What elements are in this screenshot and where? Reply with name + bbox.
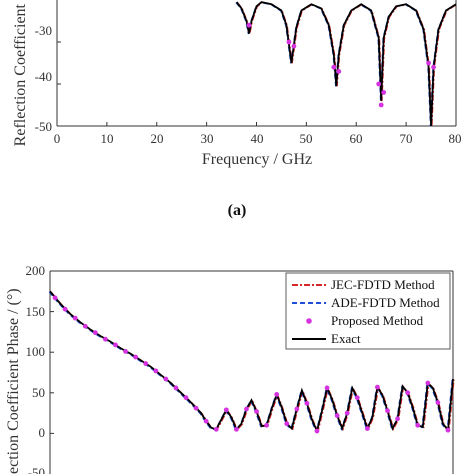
bottom-proposed-point: [153, 368, 159, 374]
top-proposed-point: [378, 102, 384, 108]
top-chart: 0 10 20 30 40 50 60 70 80 -30 -40 -50 Fr…: [12, 0, 462, 168]
bottom-proposed-point: [193, 405, 199, 411]
bottom-proposed-point: [334, 413, 340, 418]
bottom-series: [48, 290, 455, 434]
bottom-proposed-point: [62, 306, 68, 312]
top-x-axis-label: Frequency / GHz: [202, 151, 312, 168]
bottom-y-tick-label: -50: [28, 465, 45, 474]
top-x-tick-label: 30: [201, 131, 214, 146]
top-proposed-point: [286, 39, 292, 45]
bottom-proposed-point: [72, 315, 78, 321]
bottom-proposed-point: [405, 390, 411, 396]
top-proposed-point: [336, 69, 342, 74]
top-x-tick-label: 50: [300, 131, 313, 146]
top-ticks: [56, 41, 457, 127]
bottom-proposed-point: [254, 409, 259, 414]
top-proposed-point: [431, 64, 436, 70]
top-x-tick-label: 60: [350, 131, 363, 146]
top-x-tick-label: 40: [251, 131, 264, 146]
legend-label: Exact: [331, 331, 361, 346]
bottom-proposed-point: [324, 385, 330, 391]
bottom-proposed-point: [113, 342, 118, 348]
top-x-tick-label: 80: [449, 131, 462, 146]
top-proposed-point: [246, 22, 252, 28]
bottom-proposed-point: [133, 354, 139, 360]
bottom-y-tick-label: 50: [32, 385, 45, 400]
bottom-y-tick-label: 200: [26, 263, 46, 278]
bottom-proposed-point: [233, 426, 239, 432]
bottom-proposed-point: [92, 330, 98, 336]
bottom-proposed-point: [375, 384, 380, 390]
top-proposed-point: [376, 81, 382, 87]
bottom-y-tick-label: 0: [39, 425, 46, 440]
top-x-tick-label: 0: [54, 131, 61, 146]
bottom-proposed-point: [294, 406, 300, 412]
bottom-proposed-point: [244, 406, 249, 412]
top-series: [235, 1, 458, 127]
top-y-tick-label: -30: [35, 23, 52, 38]
bottom-y-tick-label: 150: [26, 304, 46, 319]
bottom-proposed-point: [52, 295, 58, 301]
top-x-tick-label: 10: [101, 131, 114, 146]
top-x-tick-label: 70: [400, 131, 413, 146]
top-proposed-point: [381, 90, 387, 95]
bottom-proposed-point: [364, 426, 370, 431]
bottom-proposed-point: [354, 395, 360, 401]
bottom-proposed-point: [173, 385, 179, 391]
bottom-proposed-point: [304, 400, 310, 406]
bottom-proposed-point: [274, 392, 280, 397]
bottom-plot-area: [49, 270, 454, 474]
bottom-proposed-point: [344, 410, 350, 416]
bottom-proposed-point: [264, 422, 270, 428]
top-plot-area: [56, 0, 457, 127]
top-y-axis-label: Reflection Coefficient: [12, 3, 29, 146]
legend-label: Proposed Method: [331, 313, 424, 328]
bottom-y-axis-label: ection Coefficient Phase / (°): [5, 288, 22, 474]
bottom-proposed-point: [143, 361, 149, 366]
bottom-proposed-point: [223, 407, 229, 413]
bottom-series-exact: [49, 290, 454, 434]
bottom-proposed-point: [435, 400, 441, 405]
bottom-chart: 200 150 100 50 0 -50 ection Coefficient …: [5, 263, 455, 474]
bottom-proposed-point: [203, 418, 209, 424]
bottom-series-ade: [48, 291, 453, 434]
bottom-proposed-point: [425, 380, 431, 386]
bottom-ticks: [50, 270, 54, 434]
bottom-proposed-point: [314, 428, 320, 434]
top-x-tick-label: 20: [151, 131, 164, 146]
bottom-proposed-point: [415, 422, 421, 428]
bottom-proposed-point: [385, 408, 390, 414]
bottom-y-tick-label: 100: [26, 344, 46, 359]
bottom-proposed-point: [395, 416, 400, 422]
legend-label: ADE-FDTD Method: [331, 295, 440, 310]
bottom-proposed-point: [213, 426, 219, 432]
top-y-tick-label: -50: [35, 119, 52, 134]
bottom-proposed-point: [163, 376, 169, 382]
top-series-exact: [235, 1, 457, 127]
legend-label: JEC-FDTD Method: [331, 277, 435, 292]
bottom-proposed-point: [82, 323, 88, 329]
top-series-jec: [236, 1, 458, 127]
caption-label: (a): [228, 202, 247, 219]
top-proposed-point: [291, 43, 297, 49]
top-proposed-point: [426, 60, 431, 66]
bottom-proposed-point: [284, 421, 290, 427]
top-y-tick-label: -40: [35, 69, 52, 84]
bottom-proposed-point: [445, 427, 451, 433]
bottom-proposed-point: [123, 348, 128, 354]
bottom-proposed-point: [183, 395, 189, 401]
bottom-proposed-point: [103, 336, 108, 342]
legend: JEC-FDTD Method ADE-FDTD Method Proposed…: [285, 272, 451, 350]
legend-swatch-proposed: [306, 318, 312, 324]
top-proposed-point: [331, 64, 337, 70]
